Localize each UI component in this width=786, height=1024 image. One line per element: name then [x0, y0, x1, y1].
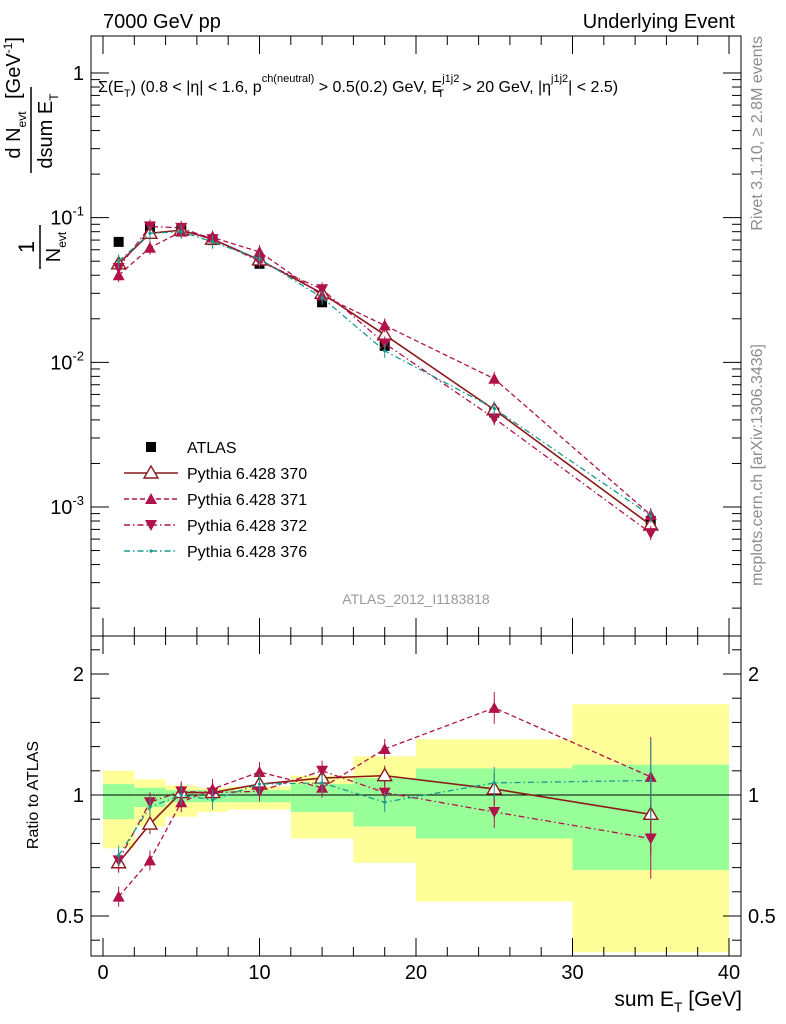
svg-text:d Nevt: d Nevt: [3, 111, 29, 159]
main-data-point: [488, 413, 501, 425]
header-left: 7000 GeV pp: [103, 11, 221, 33]
main-data-point: [179, 230, 183, 234]
analysis-watermark: ATLAS_2012_I1183818: [342, 591, 490, 607]
main-data-point: [649, 514, 653, 518]
main-data-point: [644, 528, 657, 540]
ratio-inner-band: [103, 784, 135, 820]
ratio-axis-ticks: [91, 636, 741, 956]
mcplots-label: mcplots.cern.ch [arXiv:1306.3436]: [749, 344, 766, 586]
main-y-tick-label: 1: [73, 63, 84, 85]
main-data-point: [257, 257, 262, 261]
ratio-y-tick-label-right: 0.5: [748, 906, 776, 928]
ratio-data-point: [112, 890, 125, 902]
rivet-label: Rivet 3.1.10, ≥ 2.8M events: [749, 36, 766, 231]
ratio-data-point: [488, 806, 501, 818]
ratio-y-tick-label-right: 2: [748, 664, 759, 686]
main-series-line: [118, 225, 652, 534]
legend-label: ATLAS: [187, 440, 237, 457]
ratio-data-point: [257, 782, 262, 786]
legend-label: Pythia 6.428 372: [187, 518, 307, 535]
x-tick-label: 30: [561, 962, 583, 984]
main-data-point: [112, 262, 125, 274]
ratio-data-point: [649, 778, 653, 783]
main-data-point: [143, 241, 156, 253]
main-y-axis-label: 1 Nevt d Nevt dsum ET [GeV-1]: [1, 37, 69, 269]
ratio-y-tick-label-right: 1: [748, 785, 759, 807]
x-tick-label: 20: [405, 962, 427, 984]
ratio-uncertainty-bands: [103, 704, 729, 953]
main-data-point: [488, 372, 501, 384]
ratio-data-point: [141, 815, 159, 830]
x-axis-label: sum ET [GeV]: [614, 988, 742, 1015]
legend-label: Pythia 6.428 371: [187, 492, 307, 509]
main-y-tick-label: 10-1: [50, 204, 84, 230]
legend-label: Pythia 6.428 376: [187, 544, 307, 561]
ratio-y-tick-label-left: 1: [73, 785, 84, 807]
legend-marker: [146, 442, 156, 452]
main-data-point: [383, 349, 387, 353]
svg-text:1: 1: [14, 241, 39, 253]
legend-marker: [142, 464, 160, 479]
svg-text:Nevt: Nevt: [43, 231, 69, 262]
ratio-series-3: [117, 740, 653, 866]
ratio-data-point: [320, 781, 324, 785]
ratio-data-point: [210, 798, 215, 802]
ratio-data-point: [316, 765, 329, 777]
legend-marker: [145, 493, 157, 504]
main-data-point: [210, 240, 215, 244]
main-series-line: [118, 231, 652, 517]
ratio-data-point: [179, 793, 183, 797]
svg-text:[GeV-1]: [GeV-1]: [1, 37, 25, 99]
x-tick-label: 10: [248, 962, 270, 984]
ratio-data-point: [488, 701, 501, 713]
main-data-point: [378, 319, 391, 331]
ratio-y-tick-label-left: 2: [73, 664, 84, 686]
x-tick-label: 40: [718, 962, 740, 984]
main-data-point: [253, 245, 266, 257]
ratio-data-point: [117, 853, 121, 858]
main-series-1: [110, 221, 659, 533]
main-data-point: [492, 406, 496, 411]
ratio-data-point: [376, 767, 393, 782]
main-series-2: [112, 224, 657, 523]
ratio-data-point: [383, 800, 387, 804]
ratio-y-tick-labels: 0.5 0.5 1 1 2 2: [56, 664, 776, 928]
main-data-point: [148, 231, 152, 235]
legend-label: Pythia 6.428 370: [187, 466, 307, 483]
main-series-group: [110, 219, 659, 541]
ratio-y-axis-label: Ratio to ATLAS: [25, 741, 42, 849]
main-y-tick-label: 10-3: [50, 493, 84, 519]
ratio-data-point: [492, 781, 496, 785]
legend-marker: [149, 549, 153, 553]
svg-text:dsum ET: dsum ET: [35, 93, 61, 169]
ratio-series-group: [110, 691, 659, 907]
ratio-x-tick-labels: 0 10 20 30 40: [97, 962, 740, 984]
x-tick-label: 0: [97, 962, 108, 984]
legend-marker: [145, 520, 157, 531]
legend: ATLAS Pythia 6.428 370 Pythia 6.428 371 Pyt…: [124, 440, 307, 561]
ratio-data-point: [644, 833, 657, 845]
chart-title: Σ(ET) (0.8 < |η| < 1.6, pch(neutral) > 0…: [98, 73, 618, 100]
header-right: Underlying Event: [583, 11, 736, 33]
main-series-line: [118, 231, 652, 516]
main-axis-ticks: [91, 36, 741, 636]
ratio-data-point: [378, 743, 391, 755]
main-data-point: [113, 236, 124, 247]
main-data-point: [316, 284, 329, 296]
main-data-point: [320, 296, 324, 300]
ratio-y-tick-label-left: 0.5: [56, 906, 84, 928]
ratio-data-point: [148, 805, 152, 809]
ratio-data-point: [143, 854, 156, 866]
ratio-data-point: [253, 766, 266, 778]
main-y-tick-label: 10-2: [50, 348, 84, 374]
main-series-4: [117, 224, 653, 523]
main-data-point: [117, 259, 121, 263]
